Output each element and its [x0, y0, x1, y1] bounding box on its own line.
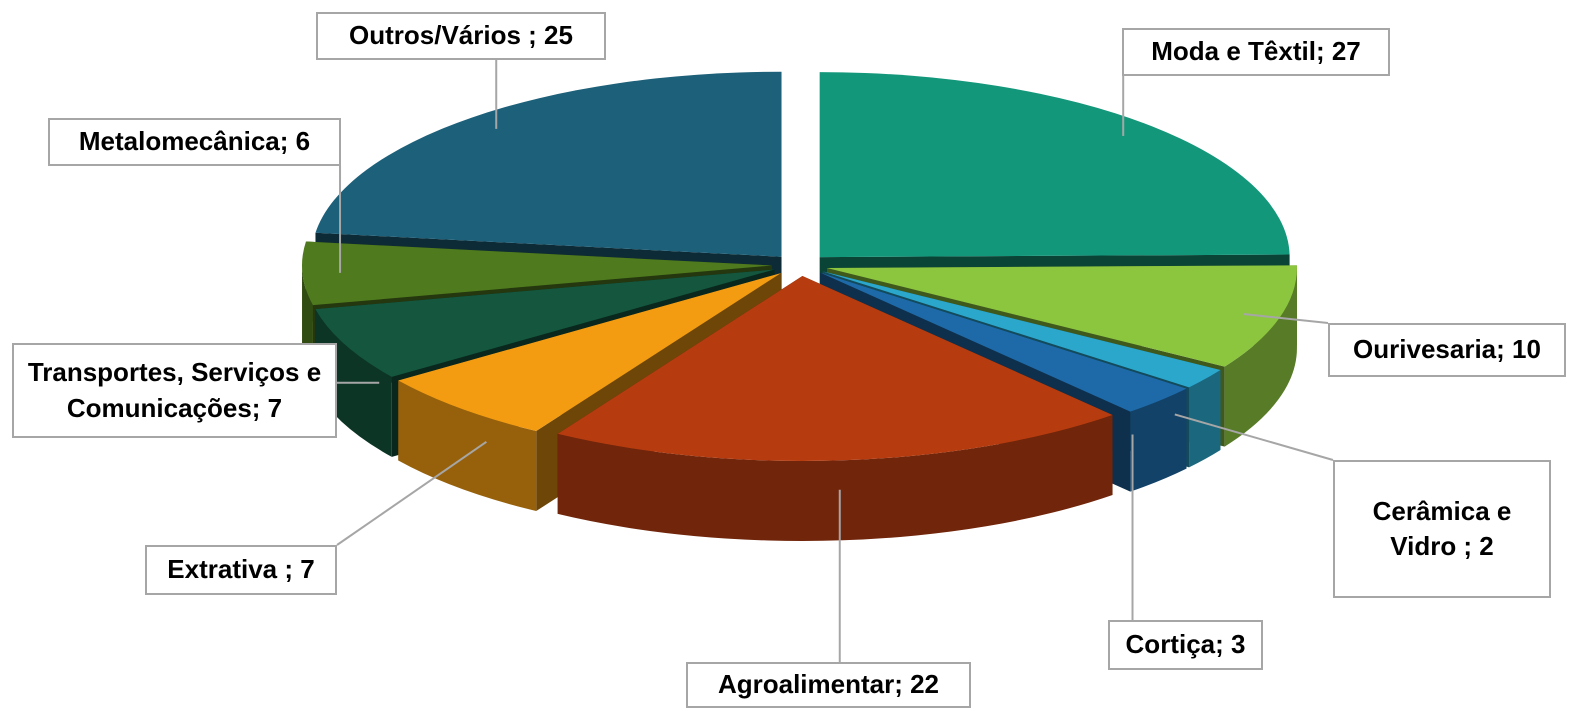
data-label: Ourivesaria; 10: [1328, 323, 1566, 377]
data-label: Cerâmica e Vidro ; 2: [1333, 460, 1551, 598]
data-label: Extrativa ; 7: [145, 545, 337, 595]
slice-top: [826, 265, 1297, 367]
leader-line: [1174, 413, 1334, 461]
data-label: Cortiça; 3: [1108, 620, 1263, 670]
slice-top: [398, 273, 781, 432]
slice-top: [819, 72, 1290, 258]
slice-side: [1130, 388, 1187, 492]
data-label: Transportes, Serviços e Comunicações; 7: [12, 343, 337, 438]
slice: [557, 275, 1113, 541]
data-label: Metalomecânica; 6: [48, 118, 341, 166]
slice-top: [820, 272, 1187, 412]
leader-line: [1243, 313, 1329, 324]
leader-line: [336, 441, 487, 546]
slice-top: [315, 269, 775, 377]
slice-top: [315, 71, 782, 257]
data-label: Agroalimentar; 22: [686, 662, 971, 708]
slice-top: [557, 275, 1113, 461]
data-label: Moda e Têxtil; 27: [1122, 28, 1390, 76]
slice-side: [1224, 267, 1297, 447]
slice-side: [398, 380, 537, 512]
slice-side: [1189, 369, 1221, 468]
slice-top: [302, 241, 773, 306]
slice-side: [557, 414, 1113, 541]
data-label: Outros/Vários ; 25: [316, 12, 606, 60]
slice-top: [822, 271, 1221, 388]
